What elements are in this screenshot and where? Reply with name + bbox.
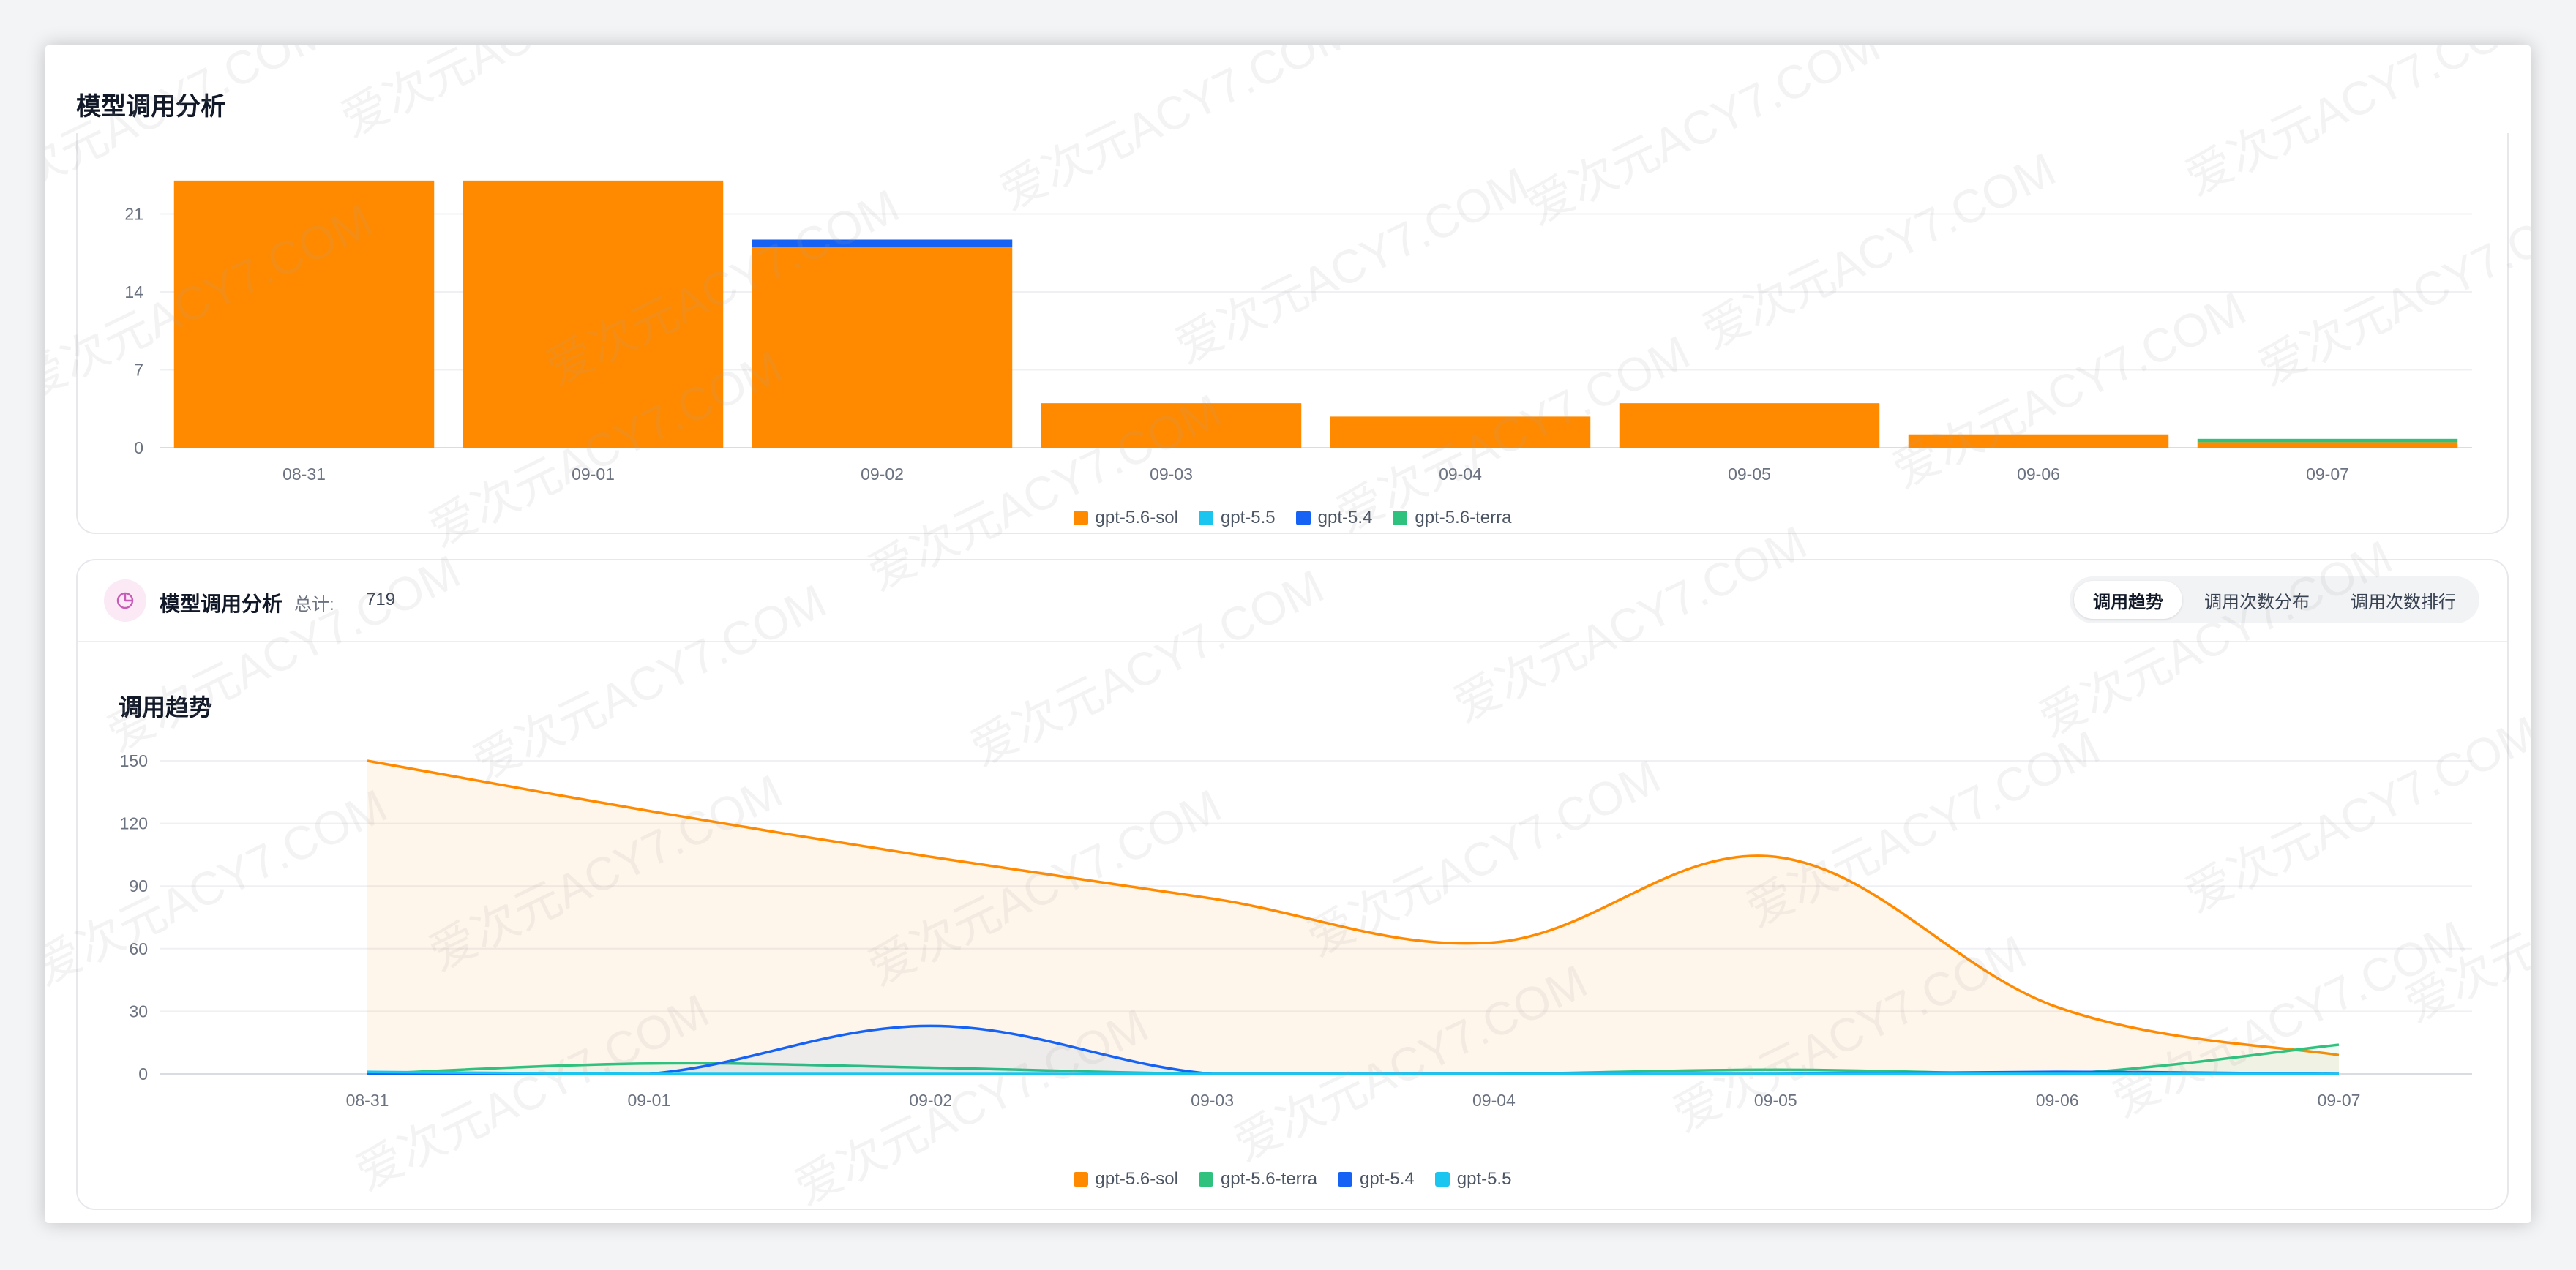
legend-label: gpt-5.6-sol — [1095, 508, 1178, 527]
view-tabs: 调用趋势 调用次数分布 调用次数排行 — [2070, 576, 2479, 623]
legend-label: gpt-5.5 — [1220, 508, 1276, 527]
bar-legend-item[interactable]: gpt-5.5 — [1198, 508, 1276, 528]
bar-segment — [752, 247, 1013, 448]
y-tick-label: 14 — [124, 282, 143, 301]
legend-swatch — [1198, 511, 1213, 525]
bar-chart-card: 0 7 14 21 08-31 09-01 09-02 09-03 09-04 09-05 09-0… — [76, 133, 2509, 534]
card-header: 模型调用分析 总计: 719 调用趋势 调用次数分布 调用次数排行 — [78, 560, 2507, 642]
trend-legend-item[interactable]: gpt-5.5 — [1434, 1169, 1512, 1190]
legend-swatch — [1434, 1172, 1450, 1187]
x-tick-label: 09-01 — [627, 1091, 670, 1110]
legend-swatch — [1295, 511, 1311, 525]
series-line — [367, 759, 2340, 1057]
legend-label: gpt-5.5 — [1456, 1169, 1512, 1189]
pie-chart-icon — [104, 579, 146, 622]
page-title: 模型调用分析 — [76, 93, 225, 121]
bar-segment — [752, 239, 1013, 248]
x-tick-label: 09-01 — [572, 465, 615, 484]
legend-swatch — [1073, 511, 1088, 525]
model-analysis-card: 模型调用分析 总计: 719 调用趋势 调用次数分布 调用次数排行 调用趋势 0… — [76, 559, 2509, 1210]
legend-label: gpt-5.4 — [1360, 1169, 1415, 1189]
bar-segment — [1330, 416, 1591, 448]
y-tick-label: 120 — [120, 814, 148, 833]
bar-chart-legend: gpt-5.6-sol gpt-5.5 gpt-5.4 gpt-5.6-terra — [78, 508, 2507, 528]
x-tick-label: 09-06 — [2017, 465, 2060, 484]
x-tick-label: 09-05 — [1754, 1091, 1797, 1110]
legend-label: gpt-5.6-terra — [1220, 1169, 1317, 1189]
legend-swatch — [1338, 1172, 1352, 1187]
trend-legend-item[interactable]: gpt-5.6-terra — [1198, 1169, 1317, 1190]
total-label: 总计: — [294, 595, 334, 615]
bar-segment — [1041, 403, 1302, 448]
legend-swatch — [1198, 1172, 1213, 1187]
trend-legend-item[interactable]: gpt-5.6-sol — [1073, 1169, 1178, 1190]
x-tick-label: 09-06 — [2036, 1091, 2079, 1110]
y-tick-label: 30 — [129, 1002, 148, 1021]
series-area — [367, 761, 2339, 1074]
x-tick-label: 08-31 — [346, 1091, 389, 1110]
series-area — [367, 1026, 2339, 1074]
x-tick-label: 09-02 — [909, 1091, 952, 1110]
legend-swatch — [1393, 511, 1408, 525]
x-tick-label: 08-31 — [282, 465, 326, 484]
y-tick-label: 60 — [129, 939, 148, 958]
y-tick-label: 90 — [129, 876, 148, 895]
legend-label: gpt-5.4 — [1317, 508, 1373, 527]
section-title: 调用趋势 — [119, 694, 213, 721]
card-title: 模型调用分析 — [160, 593, 283, 615]
y-tick-label: 0 — [138, 1064, 148, 1083]
x-tick-label: 09-07 — [2318, 1091, 2361, 1110]
x-tick-label: 09-05 — [1728, 465, 1771, 484]
bar-legend-item[interactable]: gpt-5.4 — [1295, 508, 1373, 528]
bar-segment — [1619, 403, 1880, 448]
x-tick-label: 09-07 — [2306, 465, 2349, 484]
x-tick-label: 09-02 — [861, 465, 904, 484]
tab-call-distribution[interactable]: 调用次数分布 — [2204, 592, 2310, 612]
y-tick-label: 21 — [124, 205, 143, 224]
legend-swatch — [1073, 1172, 1088, 1187]
x-tick-label: 09-04 — [1472, 1091, 1516, 1110]
bar-chart: 0 7 14 21 08-31 09-01 09-02 09-03 09-04 09-05 09-0… — [124, 180, 2472, 484]
legend-label: gpt-5.6-terra — [1415, 508, 1512, 527]
y-tick-label: 0 — [134, 438, 143, 457]
tab-call-ranking[interactable]: 调用次数排行 — [2351, 592, 2456, 612]
x-tick-label: 09-03 — [1150, 465, 1193, 484]
y-tick-label: 150 — [120, 751, 148, 770]
trend-legend-item[interactable]: gpt-5.4 — [1338, 1169, 1415, 1190]
bar-segment — [173, 180, 435, 448]
y-tick-label: 7 — [134, 361, 143, 380]
bar-segment — [463, 180, 724, 448]
app-window: 模型调用分析 0 7 14 21 08-31 09-01 09-02 09-03 09-04 09… — [45, 45, 2531, 1223]
total-value: 719 — [366, 590, 396, 609]
x-tick-label: 09-04 — [1439, 465, 1482, 484]
bar-legend-item[interactable]: gpt-5.6-terra — [1393, 508, 1511, 528]
bar-segment — [2197, 442, 2458, 448]
bar-legend-item[interactable]: gpt-5.6-sol — [1073, 508, 1178, 528]
x-tick-label: 09-03 — [1191, 1091, 1234, 1110]
tab-call-trend[interactable]: 调用趋势 — [2074, 581, 2182, 619]
series-line — [367, 1070, 2339, 1075]
legend-label: gpt-5.6-sol — [1095, 1169, 1178, 1189]
bar-segment — [1908, 434, 2169, 448]
trend-chart-legend: gpt-5.6-sol gpt-5.6-terra gpt-5.4 gpt-5.5 — [78, 1169, 2507, 1190]
trend-chart: 0 30 60 90 120 150 08-31 09-01 09-02 09-03 09-04 09… — [120, 751, 2472, 1110]
bar-segment — [2197, 438, 2458, 443]
